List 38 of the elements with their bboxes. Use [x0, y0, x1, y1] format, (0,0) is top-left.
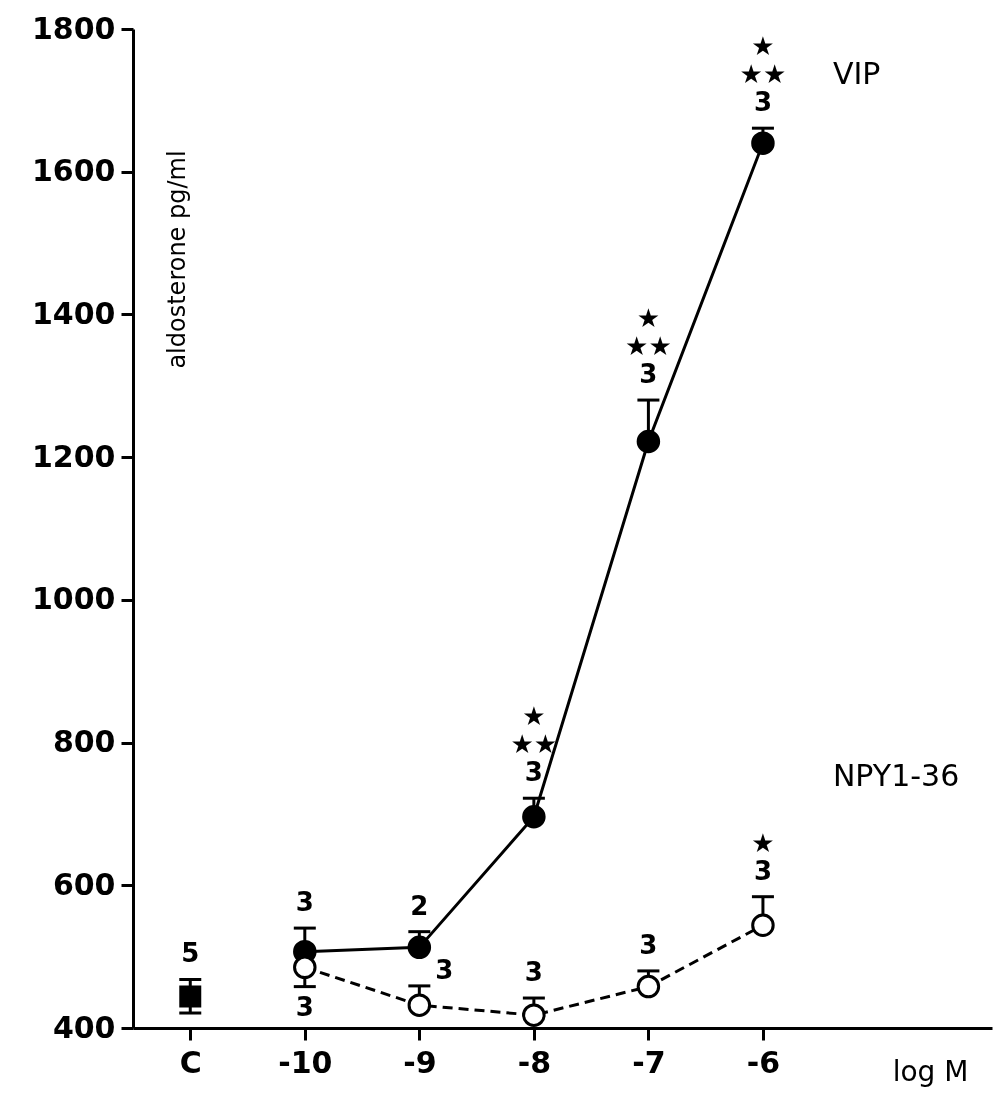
- annotation: ★ ★★ 3: [625, 303, 672, 390]
- y-axis-title: aldosterone pg/ml: [162, 150, 191, 369]
- point: [293, 955, 317, 980]
- annotation: ★ ★★ 3: [510, 701, 558, 788]
- x-tick-label: -8: [517, 1044, 552, 1080]
- annotation: 3: [295, 887, 314, 918]
- annotation: 3: [639, 929, 658, 960]
- point: [407, 993, 432, 1017]
- x-tick-label: -9: [403, 1044, 437, 1080]
- point: [751, 913, 775, 937]
- annotation: ★ ★★ 3: [739, 31, 787, 118]
- y-tick-label: 1200: [32, 438, 116, 474]
- y-tick-label: 1000: [32, 581, 116, 617]
- y-tick-label: 600: [52, 866, 116, 902]
- text: VIP: [832, 56, 881, 92]
- y-tick-label: 1600: [32, 153, 116, 189]
- y-tick-label: 1400: [32, 295, 116, 331]
- point: [179, 985, 202, 1008]
- y-tick-label: 1800: [32, 10, 116, 46]
- point: [636, 974, 661, 999]
- annotation: 3: [295, 991, 314, 1022]
- y-tick-label: 800: [52, 724, 116, 760]
- annotation: 3: [435, 954, 454, 985]
- point: [407, 935, 432, 960]
- y-tick-label: 400: [52, 1009, 116, 1045]
- point: [522, 1003, 546, 1027]
- x-tick-label: C: [179, 1044, 202, 1080]
- annotation: 2: [410, 890, 429, 921]
- x-axis-title: log M: [892, 1054, 969, 1088]
- point: [636, 429, 661, 454]
- annotation: 5: [181, 938, 200, 969]
- x-tick-label: -7: [632, 1044, 666, 1080]
- x-tick-label: -6: [746, 1044, 781, 1080]
- annotation: ★ 3: [751, 827, 775, 886]
- annotation: 3: [524, 957, 543, 988]
- text: NPY1-36: [832, 758, 960, 794]
- point: [522, 805, 546, 829]
- x-tick-label: -10: [278, 1044, 333, 1080]
